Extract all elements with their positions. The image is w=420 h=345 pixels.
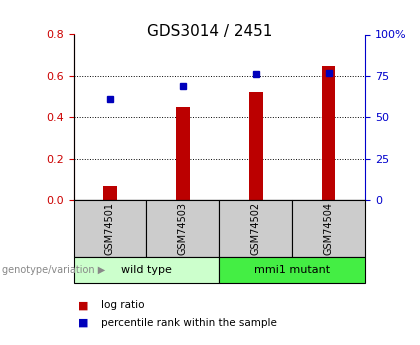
Text: GSM74501: GSM74501 [105, 202, 115, 255]
Text: wild type: wild type [121, 265, 172, 275]
Text: GDS3014 / 2451: GDS3014 / 2451 [147, 24, 273, 39]
Text: GSM74504: GSM74504 [324, 202, 334, 255]
Text: genotype/variation ▶: genotype/variation ▶ [2, 265, 105, 275]
Text: mmi1 mutant: mmi1 mutant [255, 265, 331, 275]
Bar [322, 66, 336, 200]
Text: GSM74503: GSM74503 [178, 202, 188, 255]
Text: ■: ■ [78, 318, 88, 327]
Text: GSM74502: GSM74502 [251, 202, 261, 255]
Bar [176, 107, 189, 200]
Text: log ratio: log ratio [101, 300, 144, 310]
Text: ■: ■ [78, 300, 88, 310]
Bar [103, 186, 117, 200]
Text: percentile rank within the sample: percentile rank within the sample [101, 318, 277, 327]
Bar [249, 92, 262, 200]
